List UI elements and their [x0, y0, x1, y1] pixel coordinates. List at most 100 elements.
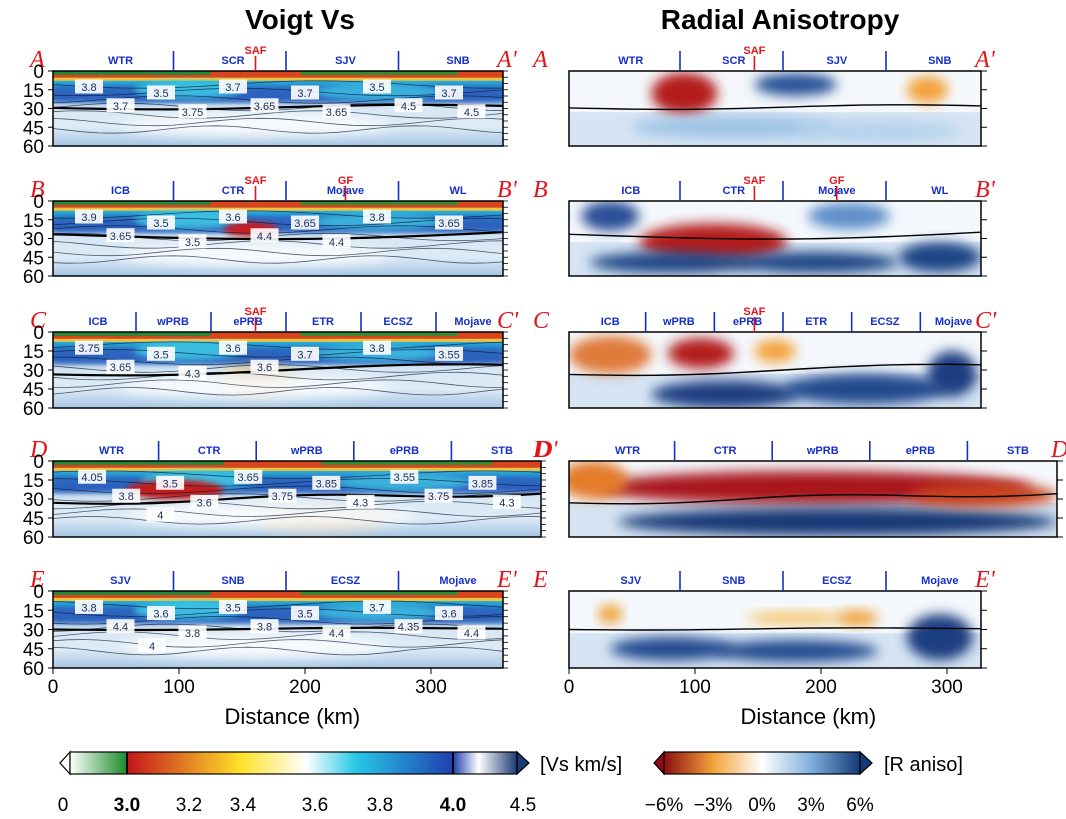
x-axis-title: Distance (km) — [741, 704, 877, 729]
anisotropy-anomaly — [589, 252, 755, 273]
depth-tick-label: 15 — [23, 81, 44, 102]
fault-label: GF — [338, 175, 354, 187]
svg-text:4.3: 4.3 — [353, 497, 368, 509]
contour-line — [53, 80, 503, 89]
region-label: WL — [449, 185, 466, 197]
fault-label: SAF — [245, 306, 267, 318]
contour-label: 3.6 — [190, 494, 219, 509]
contour-label: 3.6 — [250, 359, 279, 374]
colorbar-arrow-right — [516, 750, 530, 776]
colorbar-arrow-left — [653, 750, 665, 776]
contour-label: 3.7 — [363, 599, 391, 614]
voigt-vs-title: Voigt Vs — [245, 4, 355, 35]
contour-label: 3.65 — [234, 469, 263, 484]
sediment-layer — [53, 201, 503, 208]
svg-text:4.4: 4.4 — [113, 622, 128, 634]
svg-text:4.4: 4.4 — [464, 628, 479, 640]
svg-text:4.4: 4.4 — [257, 231, 272, 243]
contour-label: 3.8 — [363, 340, 391, 355]
colorbar-arrow-left — [59, 750, 71, 776]
distance-axis: 0 100 200 300 Distance (km) — [564, 668, 963, 729]
ra-panel-1 — [568, 70, 982, 147]
region-label: WTR — [618, 55, 643, 67]
profile-end-label: B' — [975, 177, 996, 203]
x-axis-title: Distance (km) — [225, 704, 361, 729]
region-label: ECSZ — [822, 575, 852, 587]
profile-start-label: B — [30, 177, 45, 203]
region-label: SJV — [826, 55, 847, 67]
depth-tick-label: 45 — [23, 118, 44, 139]
svg-text:3.65: 3.65 — [237, 472, 258, 484]
anisotropy-anomaly — [795, 120, 961, 142]
contour-label: 3.75 — [178, 104, 207, 119]
contour-line — [53, 470, 541, 479]
distance-tick-label: 100 — [163, 677, 195, 698]
region-label: Mojave — [439, 575, 476, 587]
contour-label: 4.4 — [457, 625, 486, 640]
svg-text:3.65: 3.65 — [326, 107, 347, 119]
anisotropy-anomaly — [651, 380, 800, 408]
profile-start-label: E — [532, 567, 548, 593]
colorbar-tick-label: 3.0 — [114, 795, 140, 816]
contour-line — [53, 341, 503, 350]
contour-label: 3.7 — [291, 346, 319, 361]
mantle-white — [120, 113, 391, 137]
profile-start-label: E — [29, 567, 45, 593]
contour-label: 4.4 — [106, 619, 135, 634]
region-label: ePRB — [906, 445, 935, 457]
profile-start-label: D — [29, 437, 47, 463]
svg-text:4.5: 4.5 — [401, 101, 416, 113]
contour-line — [53, 600, 503, 610]
colorbar-frame — [663, 751, 861, 775]
region-label: ETR — [312, 316, 334, 328]
contour-line — [53, 117, 503, 127]
contour-label: 4.05 — [78, 469, 107, 484]
contour-label: 4.35 — [394, 619, 423, 634]
region-label: ECSZ — [870, 316, 900, 328]
region-label: ePRB — [390, 445, 419, 457]
region-label: CTR — [198, 445, 221, 457]
anisotropy-anomaly — [754, 339, 796, 363]
contour-label: 3.65 — [106, 228, 135, 243]
sediment-yellow — [53, 597, 503, 602]
anisotropy-anomaly — [927, 351, 977, 397]
svg-text:3.5: 3.5 — [153, 88, 168, 100]
svg-text:3.8: 3.8 — [81, 602, 96, 614]
svg-text:3.7: 3.7 — [297, 349, 312, 361]
contour-label: 3.7 — [291, 85, 319, 100]
svg-text:3.6: 3.6 — [197, 497, 212, 509]
depth-tick-label: 0 — [33, 582, 44, 603]
contour-label: 4.3 — [346, 494, 375, 509]
colorbar-tick-label: −6% — [645, 795, 684, 816]
region-label: Mojave — [454, 316, 491, 328]
contour-label: 3.5 — [178, 234, 207, 249]
anisotropy-anomaly — [746, 611, 846, 625]
contour-label: 3.65 — [322, 104, 351, 119]
svg-text:3.75: 3.75 — [272, 491, 293, 503]
sediment-green — [300, 332, 458, 336]
contour-label: 4.3 — [492, 494, 521, 509]
svg-text:3.75: 3.75 — [182, 107, 203, 119]
svg-text:3.6: 3.6 — [225, 343, 240, 355]
contour-label: 3.5 — [156, 475, 185, 490]
svg-text:4.3: 4.3 — [185, 368, 200, 380]
contour-label: 4.3 — [178, 365, 207, 380]
contour-line — [53, 371, 503, 381]
depth-tick-label: 30 — [23, 361, 44, 382]
region-label: SCR — [722, 55, 745, 67]
depth-tick-label: 45 — [23, 509, 44, 530]
anisotropy-anomaly — [581, 201, 640, 231]
svg-text:3.65: 3.65 — [294, 218, 315, 230]
depth-tick-label: 30 — [23, 230, 44, 251]
region-label: ETR — [805, 316, 827, 328]
contour-label: 3.5 — [147, 85, 175, 100]
contour-label: 3.65 — [106, 359, 135, 374]
svg-text:3.7: 3.7 — [225, 82, 240, 94]
radial-anisotropy-title: Radial Anisotropy — [660, 4, 900, 35]
profile-start-label: D — [532, 437, 550, 463]
contour-label: 3.55 — [435, 346, 463, 361]
